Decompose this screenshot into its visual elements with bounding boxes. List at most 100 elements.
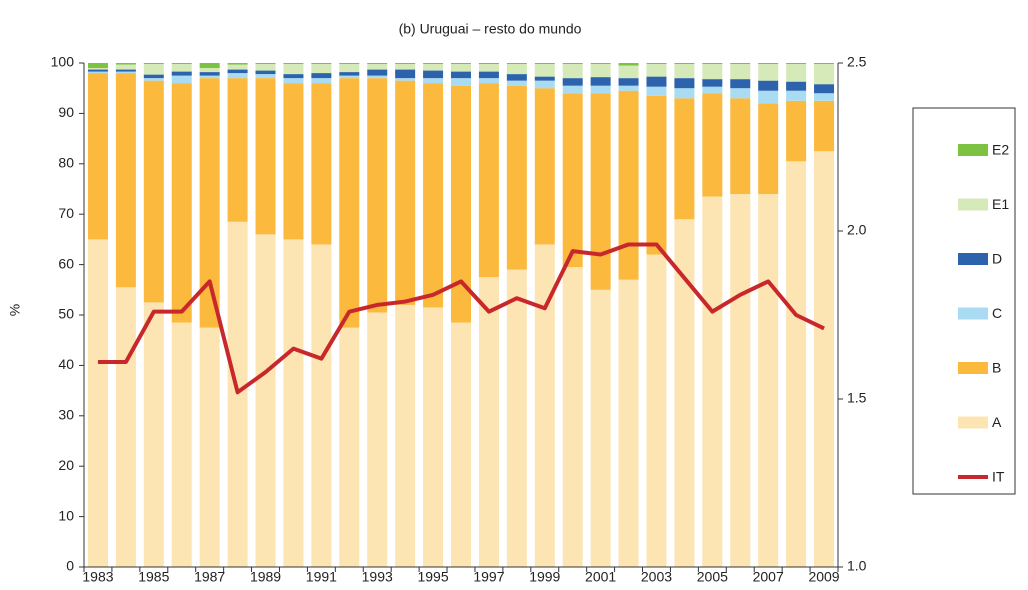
bar-segment xyxy=(618,279,639,567)
bar-segment xyxy=(674,98,695,220)
bar-segment xyxy=(339,63,360,65)
bar-segment xyxy=(786,90,807,101)
bar-segment xyxy=(451,64,471,72)
x-tick-label: 2009 xyxy=(808,569,839,585)
bar-segment xyxy=(702,93,723,197)
bar-segment xyxy=(562,267,583,567)
bar-segment xyxy=(478,64,499,72)
bar-segment xyxy=(646,86,667,96)
y-tick-label: 0 xyxy=(66,558,74,574)
bar-segment xyxy=(395,69,416,79)
legend-label: C xyxy=(992,305,1002,321)
bar-segment xyxy=(506,80,527,86)
bar-segment xyxy=(143,74,164,79)
bar-segment xyxy=(506,269,527,567)
bar-segment xyxy=(311,73,332,79)
legend-label: D xyxy=(992,251,1002,267)
bar-segment xyxy=(814,151,835,567)
bar-segment xyxy=(87,73,108,240)
bar-segment xyxy=(534,88,555,245)
bar-segment xyxy=(562,85,583,94)
x-tick-label: 1995 xyxy=(417,569,448,585)
legend-label: IT xyxy=(992,469,1005,485)
bar-segment xyxy=(395,63,416,65)
bar-segment xyxy=(367,63,388,65)
bar-segment xyxy=(199,63,220,69)
bar-segment xyxy=(702,196,723,567)
bar-segment xyxy=(367,312,388,567)
bar-segment xyxy=(311,83,332,245)
bar-segment xyxy=(227,73,248,79)
bar-segment xyxy=(814,64,835,85)
bar-segment xyxy=(478,71,499,79)
bar-segment xyxy=(283,63,304,65)
bar-segment xyxy=(758,103,779,195)
bar-segment xyxy=(311,244,332,567)
bar-segment xyxy=(702,64,723,80)
bar-segment xyxy=(423,70,444,79)
legend-label: E1 xyxy=(992,196,1009,212)
bar-segment xyxy=(227,69,248,74)
bar-segment xyxy=(255,63,276,65)
bar-segment xyxy=(618,65,639,79)
bar-segment xyxy=(758,80,779,91)
x-tick-label: 2003 xyxy=(641,569,672,585)
bar-segment xyxy=(814,100,835,152)
bar-segment xyxy=(115,287,136,567)
bar-segment xyxy=(478,277,499,567)
y-tick-label: 20 xyxy=(58,457,74,473)
bar-segment xyxy=(786,100,807,162)
bar-segment xyxy=(646,64,667,77)
bar-segment xyxy=(646,254,667,567)
bar-segment xyxy=(227,78,248,222)
bar-segment xyxy=(311,63,332,65)
bar-segment xyxy=(199,78,220,328)
bar-segment xyxy=(478,78,499,84)
legend-label: E2 xyxy=(992,142,1009,158)
y-tick-label: 100 xyxy=(51,54,75,70)
bar-segment xyxy=(115,63,136,65)
bar-segment xyxy=(758,64,779,81)
x-tick-label: 2007 xyxy=(753,569,784,585)
bar-segment xyxy=(143,80,164,303)
x-tick-label: 1999 xyxy=(529,569,560,585)
bar-segment xyxy=(506,85,527,270)
bar-segment xyxy=(786,63,807,65)
bar-segment xyxy=(199,68,220,73)
chart-title: (b) Uruguai – resto do mundo xyxy=(399,21,582,37)
bar-segment xyxy=(451,71,471,79)
y-tick-label: 80 xyxy=(58,155,74,171)
bar-segment xyxy=(674,64,695,79)
bar-segment xyxy=(618,63,639,66)
bar-segment xyxy=(786,64,807,82)
bar-segment xyxy=(339,72,360,76)
bar-segment xyxy=(255,64,276,71)
x-tick-label: 1997 xyxy=(473,569,504,585)
bar-segment xyxy=(339,327,360,567)
bar-segment xyxy=(423,64,444,71)
bar-segment xyxy=(618,85,639,91)
bar-segment xyxy=(646,95,667,255)
bar-segment xyxy=(730,79,751,89)
y-tick-label: 10 xyxy=(58,507,74,523)
bar-segment xyxy=(562,93,583,268)
bar-segment xyxy=(534,80,555,89)
legend-swatch xyxy=(958,362,988,374)
bar-segment xyxy=(395,304,416,567)
bar-segment xyxy=(395,64,416,70)
bar-segment xyxy=(311,78,332,84)
bar-segment xyxy=(730,64,751,80)
y-tick-label: 30 xyxy=(58,407,74,423)
bar-segment xyxy=(283,239,304,567)
legend-swatch xyxy=(958,307,988,320)
bar-segment xyxy=(115,73,136,288)
x-tick-label: 1991 xyxy=(306,569,337,585)
bar-segment xyxy=(143,302,164,567)
bar-segment xyxy=(115,71,136,74)
y-tick-label: 50 xyxy=(58,306,74,322)
bar-segment xyxy=(451,85,471,323)
bar-segment xyxy=(311,64,332,74)
bar-segment xyxy=(367,75,388,79)
bar-segment xyxy=(618,78,639,86)
legend-swatch xyxy=(958,253,988,265)
